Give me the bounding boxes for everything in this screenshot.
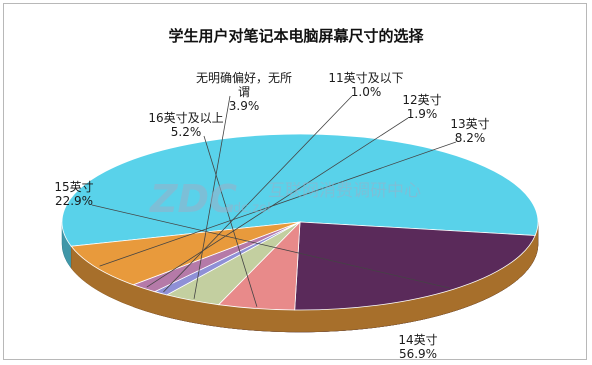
watermark: ZDC 互联网消费调研中心 zdc.zol [149, 177, 421, 221]
pie-slice [294, 221, 536, 311]
slice-label-name: 12英寸 [402, 93, 441, 107]
slice-label-name: 11英寸及以下 [328, 71, 403, 85]
slice-label-value: 1.0% [351, 85, 382, 99]
slice-label-value: 56.9% [399, 347, 437, 361]
leader-lines [91, 95, 457, 307]
leader-line [91, 204, 450, 289]
slice-label-name: 谓 [238, 85, 250, 99]
slice-label-name: 16英寸及以上 [148, 111, 223, 125]
leader-line [203, 135, 258, 307]
slice-label-value: 8.2% [455, 131, 486, 145]
leader-line [146, 117, 409, 288]
leader-line [99, 141, 457, 267]
pie-slice [61, 133, 539, 247]
slice-label-name: 13英寸 [450, 117, 489, 131]
chart-title: 学生用户对笔记本电脑屏幕尺寸的选择 [168, 27, 424, 45]
leader-line [163, 95, 353, 293]
pie-side-layer [61, 221, 539, 333]
watermark-logo: ZDC [149, 177, 237, 221]
leader-line [193, 95, 231, 299]
slice-label-name: 无明确偏好，无所 [196, 70, 292, 85]
pie-top-layer [61, 133, 539, 311]
slice-label-name: 15英寸 [54, 180, 93, 194]
pie-slice [70, 221, 301, 286]
slice-label-value: 3.9% [229, 99, 260, 113]
slice-label-value: 1.9% [407, 107, 438, 121]
watermark-cn: 互联网消费调研中心 [268, 181, 421, 201]
slice-label-value: 5.2% [171, 125, 202, 139]
watermark-sub: zdc.zol [226, 201, 271, 216]
slice-label-value: 22.9% [55, 194, 93, 208]
slice-label-name: 14英寸 [398, 333, 437, 347]
